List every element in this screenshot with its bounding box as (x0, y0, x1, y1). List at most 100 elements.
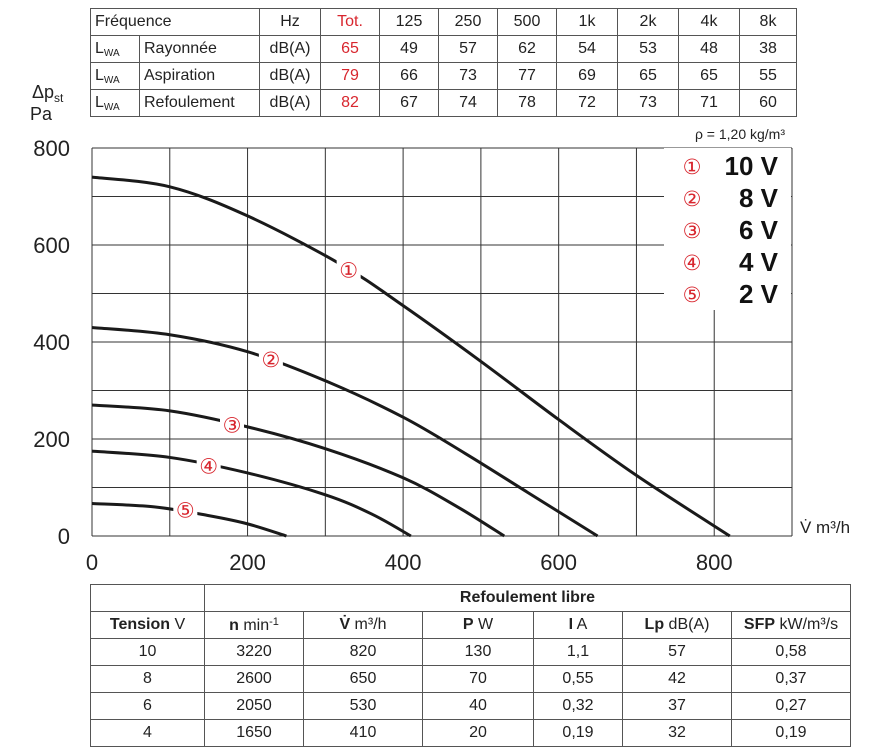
x-tick-label: 400 (385, 550, 422, 575)
sound-row-aspiration: LWA Aspiration dB(A) 79 66 73 77 69 65 6… (90, 62, 797, 90)
y-tick-label: 200 (33, 427, 70, 452)
perf-cell: 42 (622, 665, 732, 693)
hz-header: Hz (259, 8, 321, 36)
curve-series-3 (91, 403, 506, 538)
perf-row: 4 1650 410 20 0,19 32 0,19 (90, 719, 851, 747)
perf-cell: 530 (303, 692, 423, 720)
performance-table: Refoulement libre Tension V n min-1 V̇ m… (90, 584, 851, 747)
band-header: 1k (556, 8, 618, 36)
sound-row-refoulement: LWA Refoulement dB(A) 82 67 74 78 72 73 … (90, 89, 797, 117)
perf-cell: 0,27 (731, 692, 851, 720)
value-cell: 38 (739, 35, 797, 63)
legend-label: 10 V (725, 151, 779, 181)
chart-curves: ① ② ③ ④ ⑤ (91, 175, 731, 538)
unit-cell: dB(A) (259, 35, 321, 63)
perf-cell: 4 (90, 719, 205, 747)
curve-series-5 (91, 502, 287, 538)
perf-header-tension: Tension V (90, 611, 205, 639)
chart-ticks: 0 200 400 600 800 0 200 400 600 800 (33, 136, 732, 575)
value-cell: 62 (497, 35, 557, 63)
value-cell: 72 (556, 89, 618, 117)
perf-cell: 0,58 (731, 638, 851, 666)
value-cell: 78 (497, 89, 557, 117)
y-tick-label: 600 (33, 233, 70, 258)
legend-marker: ④ (683, 251, 702, 275)
perf-cell: 20 (422, 719, 534, 747)
perf-cell: 0,55 (533, 665, 623, 693)
perf-cell: 650 (303, 665, 423, 693)
x-tick-label: 600 (540, 550, 577, 575)
row-label: Rayonnée (139, 35, 260, 63)
perf-header-current: I A (533, 611, 623, 639)
curve-marker-bg (336, 257, 361, 282)
curve-series-2 (91, 325, 599, 538)
band-header: 125 (379, 8, 439, 36)
y-tick-label: 0 (58, 524, 70, 549)
perf-cell: 410 (303, 719, 423, 747)
y-axis-label: Δpst (32, 82, 64, 105)
perf-cell: 10 (90, 638, 205, 666)
value-cell: 74 (438, 89, 498, 117)
perf-cell: 0,19 (533, 719, 623, 747)
chart-legend: ① 10 V ② 8 V ③ 6 V ④ 4 V ⑤ 2 V (664, 148, 791, 310)
perf-header-lp: Lp dB(A) (622, 611, 732, 639)
curve-series-1 (91, 175, 731, 538)
curve-series-4 (91, 449, 412, 538)
perf-cell: 1,1 (533, 638, 623, 666)
perf-cell: 0,19 (731, 719, 851, 747)
sound-table-header-row: Fréquence Hz Tot. 125 250 500 1k 2k 4k 8… (90, 8, 797, 36)
value-cell: 48 (678, 35, 740, 63)
perf-cell: 3220 (204, 638, 304, 666)
band-header: 2k (617, 8, 679, 36)
curve-marker: ③ (223, 413, 242, 437)
unit-cell: dB(A) (259, 62, 321, 90)
x-axis-label: V̇ m³/h (800, 518, 850, 537)
sound-row-rayonnee: LWA Rayonnée dB(A) 65 49 57 62 54 53 48 … (90, 35, 797, 63)
legend-marker: ③ (683, 219, 702, 243)
value-cell: 71 (678, 89, 740, 117)
legend-marker: ① (683, 155, 702, 179)
perf-header-flow: V̇ m³/h (303, 611, 423, 639)
legend-box (664, 148, 791, 310)
sound-power-table: Fréquence Hz Tot. 125 250 500 1k 2k 4k 8… (90, 8, 797, 117)
total-cell: 79 (320, 62, 380, 90)
curve-marker: ⑤ (176, 498, 195, 522)
legend-label: 8 V (739, 183, 779, 213)
frequency-label: Fréquence (90, 8, 260, 36)
perf-title-row: Refoulement libre (90, 584, 851, 612)
density-note: ρ = 1,20 kg/m³ (695, 126, 785, 142)
perf-header-sfp: SFP kW/m³/s (731, 611, 851, 639)
perf-corner (90, 584, 205, 612)
unit-cell: dB(A) (259, 89, 321, 117)
curve-marker-bg (220, 412, 244, 437)
perf-cell: 820 (303, 638, 423, 666)
legend-label: 4 V (739, 247, 779, 277)
perf-cell: 130 (422, 638, 534, 666)
row-label: Refoulement (139, 89, 260, 117)
total-cell: 82 (320, 89, 380, 117)
legend-marker: ⑤ (683, 283, 702, 307)
perf-row: 6 2050 530 40 0,32 37 0,27 (90, 692, 851, 720)
perf-cell: 0,32 (533, 692, 623, 720)
y-axis-unit: Pa (30, 104, 53, 124)
perf-cell: 37 (622, 692, 732, 720)
perf-row: 8 2600 650 70 0,55 42 0,37 (90, 665, 851, 693)
value-cell: 53 (617, 35, 679, 63)
perf-cell: 2050 (204, 692, 304, 720)
band-header: 4k (678, 8, 740, 36)
perf-cell: 57 (622, 638, 732, 666)
row-label: Aspiration (139, 62, 260, 90)
value-cell: 65 (678, 62, 740, 90)
lwa-symbol: LWA (90, 62, 140, 90)
curve-marker: ① (339, 258, 358, 282)
curve-marker-bg (196, 453, 221, 478)
band-header: 8k (739, 8, 797, 36)
value-cell: 73 (617, 89, 679, 117)
curve-marker: ② (261, 348, 280, 372)
x-tick-label: 800 (696, 550, 733, 575)
perf-cell: 70 (422, 665, 534, 693)
perf-header-power: P W (422, 611, 534, 639)
legend-label: 2 V (739, 279, 779, 309)
perf-cell: 8 (90, 665, 205, 693)
